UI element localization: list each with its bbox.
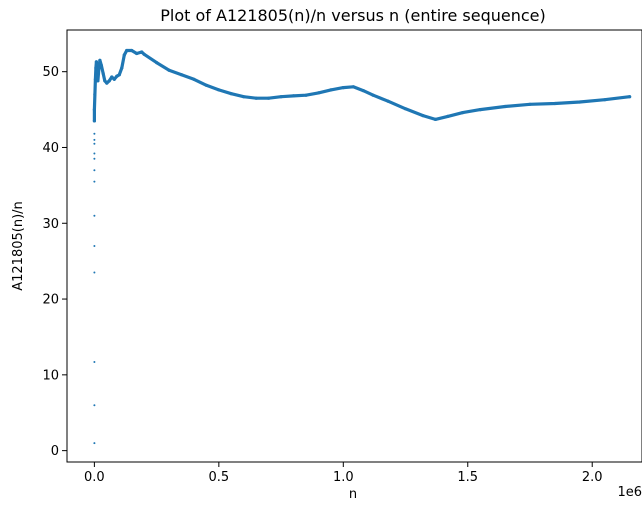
- data-point: [291, 94, 296, 98]
- x-tick-label: 1.0: [333, 470, 354, 485]
- data-point: [92, 119, 96, 123]
- data-point: [279, 95, 283, 99]
- data-point: [93, 132, 96, 135]
- data-point: [304, 93, 308, 97]
- data-point: [316, 91, 320, 95]
- data-point: [403, 107, 408, 111]
- data-point: [140, 50, 144, 54]
- data-point: [97, 66, 101, 70]
- data-point: [361, 89, 365, 93]
- plot-frame: [66, 29, 642, 463]
- y-axis-label: A121805(n)/n: [11, 201, 26, 291]
- data-point: [107, 79, 111, 83]
- data-point: [386, 99, 390, 103]
- data-point: [179, 73, 184, 77]
- data-point: [98, 58, 102, 62]
- y-axis: 0 10 20 30 40 50: [42, 65, 67, 459]
- data-point: [341, 86, 345, 90]
- data-point: [142, 52, 146, 56]
- data-point: [93, 214, 96, 217]
- data-point: [93, 442, 96, 445]
- data-point: [553, 101, 557, 106]
- data-point: [93, 157, 96, 160]
- y-tick-label: 50: [42, 65, 59, 80]
- y-tick-label: 10: [42, 368, 59, 383]
- x-tick-label: 0.5: [208, 470, 229, 485]
- data-point: [130, 48, 134, 53]
- data-point: [96, 79, 100, 83]
- data-point: [421, 114, 425, 118]
- data-point: [155, 61, 159, 65]
- data-point: [528, 102, 532, 106]
- data-point: [93, 152, 96, 155]
- data-point: [167, 68, 171, 72]
- data-point: [603, 98, 607, 102]
- data-point: [103, 79, 107, 83]
- data-point: [93, 138, 96, 141]
- data-point: [105, 81, 109, 85]
- data-point: [93, 169, 96, 172]
- x-tick-label: 0.0: [84, 470, 105, 485]
- data-point: [94, 66, 98, 70]
- data-point: [371, 93, 375, 97]
- data-point: [93, 180, 96, 183]
- data-point: [267, 96, 271, 100]
- data-point: [92, 108, 96, 112]
- data-curve-series-0: [92, 48, 632, 123]
- data-point: [628, 95, 632, 99]
- data-point: [503, 104, 507, 109]
- data-point: [351, 85, 355, 89]
- data-point: [478, 108, 482, 112]
- data-point: [99, 64, 103, 68]
- data-point: [93, 245, 96, 247]
- x-tick-label: 1.5: [457, 470, 478, 485]
- data-point: [95, 70, 99, 74]
- chart-title: Plot of A121805(n)/n versus n (entire se…: [160, 6, 545, 25]
- data-point: [242, 95, 246, 99]
- data-point: [329, 88, 333, 92]
- y-tick-label: 30: [42, 217, 59, 232]
- y-tick-label: 40: [42, 141, 59, 156]
- data-point: [433, 117, 437, 121]
- data-point: [254, 96, 258, 100]
- data-point: [578, 100, 582, 104]
- data-point: [110, 75, 114, 79]
- data-point: [117, 73, 121, 77]
- data-point: [112, 77, 116, 81]
- data-point: [461, 111, 465, 115]
- y-tick-label: 20: [42, 293, 59, 308]
- data-point: [125, 48, 129, 53]
- data-point: [217, 88, 221, 92]
- data-point: [101, 71, 105, 75]
- y-tick-label: 0: [51, 444, 59, 459]
- data-point: [93, 404, 96, 407]
- x-axis-offset-label: 1e6: [617, 485, 642, 500]
- data-point: [135, 51, 139, 56]
- x-axis-label: n: [349, 487, 357, 502]
- data-point: [94, 60, 98, 64]
- data-point: [93, 361, 96, 363]
- data-point: [204, 83, 208, 87]
- data-point: [122, 53, 126, 57]
- data-point: [192, 77, 196, 81]
- x-axis: 0.0 0.5 1.0 1.5 2.0: [84, 462, 603, 485]
- data-point: [120, 66, 124, 70]
- data-point: [93, 92, 97, 96]
- plot-area: [92, 48, 632, 445]
- data-point: [93, 77, 97, 81]
- data-point: [115, 74, 119, 78]
- data-point: [93, 142, 96, 145]
- data-point: [446, 114, 450, 118]
- data-point: [93, 271, 96, 274]
- x-tick-label: 2.0: [582, 470, 603, 485]
- data-point: [229, 92, 233, 96]
